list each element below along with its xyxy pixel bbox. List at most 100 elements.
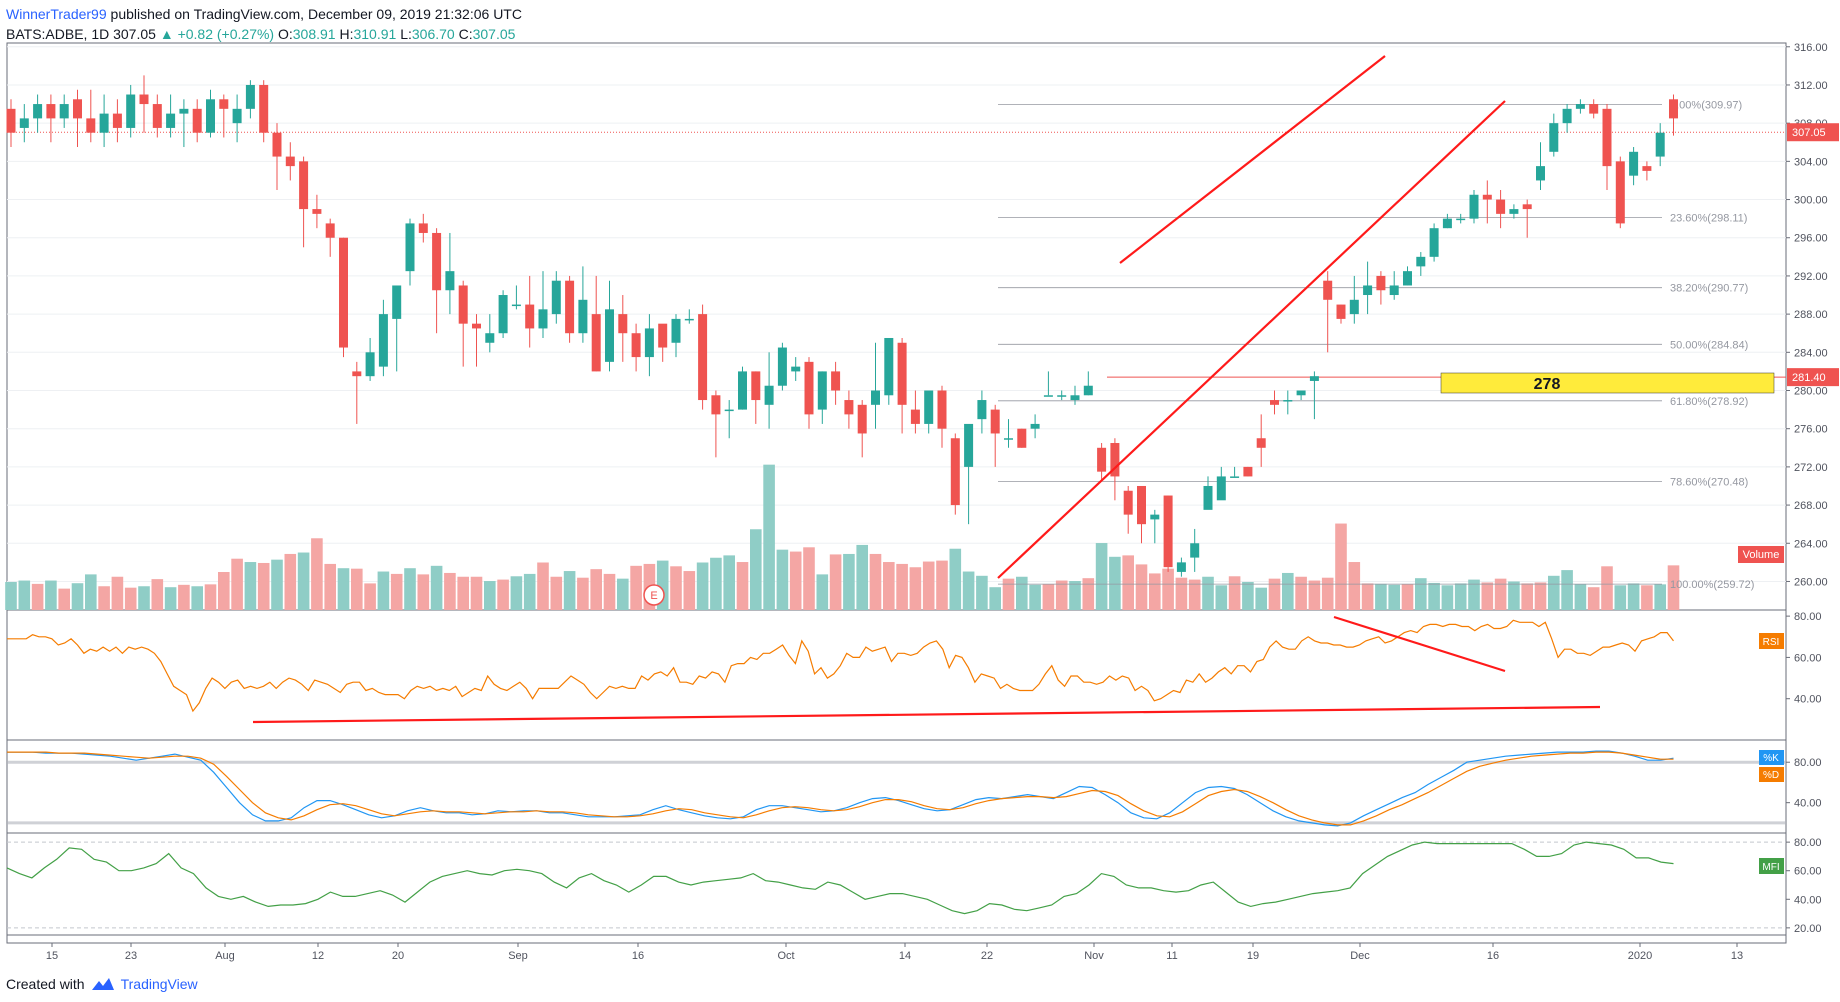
- candle-body: [1097, 447, 1107, 472]
- volume-bar: [803, 547, 815, 610]
- candle-body: [817, 371, 827, 410]
- last-price: 307.05: [113, 26, 156, 42]
- volume-bar: [1069, 581, 1081, 610]
- author-link[interactable]: WinnerTrader99: [6, 6, 107, 22]
- time-tick-label: 20: [392, 950, 404, 962]
- candle-body: [1669, 99, 1678, 119]
- rsi-tick-label: 80.00: [1794, 611, 1822, 623]
- candle-body: [19, 118, 29, 128]
- candle-body: [6, 108, 16, 133]
- candle-body: [166, 113, 176, 128]
- price-tick-label: 300.00: [1794, 195, 1828, 207]
- support-zone-box[interactable]: [1440, 372, 1775, 394]
- time-tick-label: Aug: [215, 950, 235, 962]
- volume-bar: [1428, 582, 1440, 610]
- chart-area[interactable]: 0.00%(309.97) 23.60%(298.11) 38.20%(290.77…: [0, 40, 1840, 1000]
- volume-bar: [869, 553, 882, 610]
- time-tick-label: 2020: [1628, 950, 1652, 962]
- candle-body: [578, 299, 588, 334]
- volume-bar: [1441, 585, 1454, 610]
- fib-retracement: 0.00%(309.97) 23.60%(298.11) 38.20%(290.77…: [7, 99, 1786, 591]
- volume-bar: [550, 576, 563, 610]
- volume-bar: [111, 576, 124, 610]
- volume-bar: [257, 562, 270, 610]
- candle-body: [644, 328, 654, 358]
- volume-bar: [843, 553, 855, 610]
- volume-bar: [1308, 580, 1321, 610]
- candle-body: [538, 309, 548, 329]
- volume-bar: [883, 562, 895, 610]
- mfi-tick-label: 80.00: [1794, 837, 1822, 849]
- volume-bar: [231, 558, 243, 610]
- candle-body: [1456, 218, 1466, 221]
- axes: 316.00312.00308.00304.00300.00296.00292.…: [46, 42, 1839, 962]
- volume-bar: [537, 562, 549, 610]
- volume-bar: [1095, 543, 1108, 610]
- time-tick-label: Dec: [1350, 950, 1370, 962]
- candle-body: [804, 361, 814, 415]
- candle-body: [844, 400, 854, 415]
- candle-body: [591, 314, 601, 372]
- earnings-marker-label: E: [650, 590, 657, 602]
- volume-bar: [1042, 584, 1055, 610]
- volume-bar: [1282, 572, 1294, 610]
- price-tick-label: 304.00: [1794, 156, 1828, 168]
- fib-level-label: 0.00%(309.97): [1670, 99, 1742, 111]
- trend-drawings[interactable]: [252, 55, 1601, 724]
- rsi-divergence-line[interactable]: [1333, 615, 1506, 673]
- volume-bar: [377, 571, 390, 610]
- volume-bar: [1016, 576, 1028, 610]
- channel-upper-line[interactable]: [1119, 55, 1386, 264]
- tradingview-brand[interactable]: TradingView: [120, 976, 198, 992]
- candle-body: [511, 304, 521, 307]
- candle-body: [1509, 209, 1519, 214]
- channel-lower-line[interactable]: [997, 100, 1506, 579]
- last-price-tag-label: 307.05: [1792, 127, 1826, 139]
- volume-bar: [1268, 578, 1281, 610]
- candle-body: [777, 347, 787, 386]
- grid: [7, 46, 1786, 582]
- candle-body: [299, 161, 309, 210]
- volume-bar: [1587, 587, 1600, 610]
- volume-bar: [244, 562, 257, 610]
- volume-bar: [776, 549, 789, 610]
- earnings-marker[interactable]: [643, 584, 665, 606]
- candle-body: [1083, 385, 1093, 396]
- volume-bar: [1508, 581, 1520, 610]
- fib-level-label: 100.00%(259.72): [1670, 579, 1754, 591]
- volume-bar: [1361, 583, 1374, 610]
- candle-body: [1216, 476, 1226, 501]
- price-tick-label: 316.00: [1794, 42, 1828, 54]
- low-label: L:: [400, 26, 412, 42]
- candle-body: [1004, 438, 1013, 440]
- candle-body: [1176, 562, 1186, 572]
- candle-body: [152, 104, 162, 128]
- time-tick-label: 16: [632, 950, 644, 962]
- candle-body: [1429, 228, 1439, 257]
- candle-body: [1615, 161, 1625, 224]
- candle-body: [551, 280, 561, 315]
- volume-bar: [1494, 578, 1507, 610]
- rsi-line: [7, 619, 1674, 713]
- candle-body: [1549, 123, 1559, 152]
- publish-line: WinnerTrader99 published on TradingView.…: [6, 4, 522, 24]
- candle-body: [1482, 194, 1492, 200]
- volume-bar: [1202, 576, 1214, 610]
- volume-bar: [1255, 587, 1267, 610]
- candle-body: [33, 104, 43, 119]
- candle-body: [1110, 443, 1120, 477]
- candle-body: [1137, 485, 1146, 525]
- volume-bar: [71, 583, 84, 610]
- rsi-support-line[interactable]: [252, 705, 1601, 724]
- volume-bar: [603, 573, 616, 610]
- volume-bar: [696, 562, 709, 610]
- open-value: 308.91: [292, 26, 336, 42]
- volume-bar: [736, 562, 749, 610]
- price-tick-label: 280.00: [1794, 386, 1828, 398]
- volume-bar: [337, 568, 350, 610]
- candle-body: [1043, 395, 1053, 397]
- volume-bar: [1561, 570, 1573, 610]
- volume-bar: [909, 567, 922, 610]
- candle-body: [1270, 400, 1279, 405]
- candle-body: [1296, 390, 1306, 396]
